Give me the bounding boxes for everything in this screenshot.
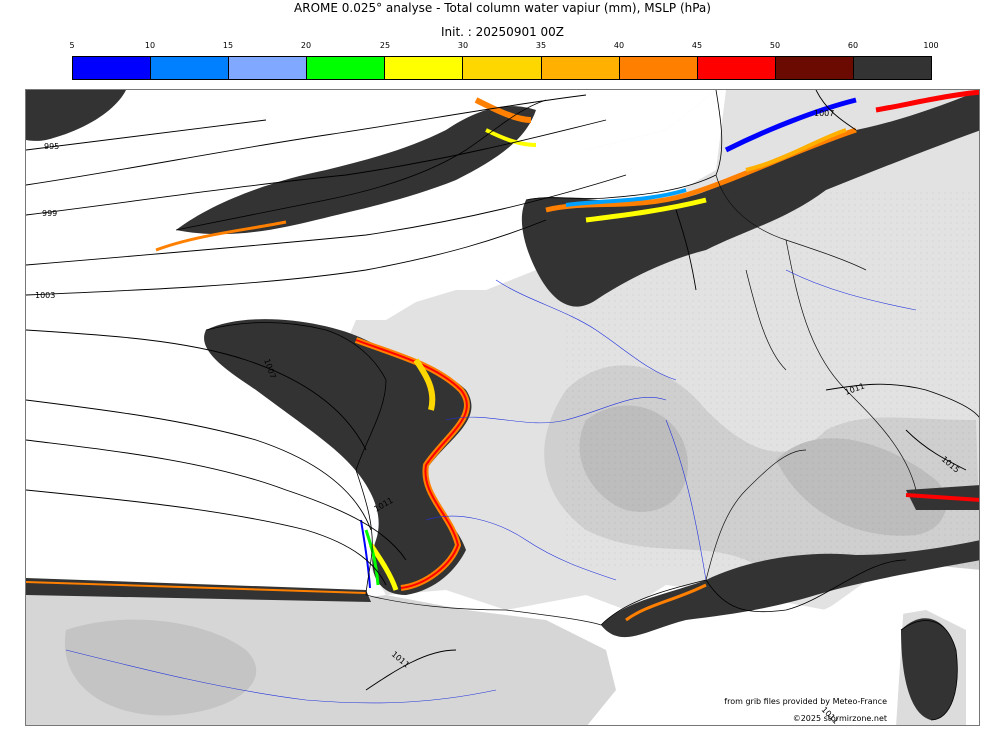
- colorbar-tick: 5: [69, 41, 75, 50]
- copyright-credit: ©2025 stormirzone.net: [792, 714, 887, 723]
- weather-map: 995 999 1003 1007 1007 1011 1011 1011 10…: [25, 89, 980, 726]
- init-time: Init. : 20250901 00Z: [440, 25, 565, 39]
- colorbar-swatch: [151, 57, 230, 79]
- colorbar-swatch: [385, 57, 464, 79]
- colorbar-tick: 100: [923, 41, 939, 50]
- colorbar-swatch: [307, 57, 386, 79]
- source-credit: from grib files provided by Meteo-France: [724, 697, 887, 706]
- map-title: AROME 0.025° analyse - Total column wate…: [294, 1, 711, 15]
- colorbar-tick: 20: [300, 41, 312, 50]
- svg-text:1007: 1007: [814, 109, 834, 118]
- colorbar-swatch: [229, 57, 308, 79]
- land-moisture-field: [26, 90, 979, 725]
- colorbar-swatch: [853, 57, 932, 79]
- colorbar-swatch: [775, 57, 854, 79]
- colorbar-tick: 30: [457, 41, 469, 50]
- colorbar-swatch: [541, 57, 620, 79]
- colorbar-tick: 10: [144, 41, 156, 50]
- svg-text:995: 995: [44, 142, 59, 151]
- svg-text:999: 999: [42, 209, 57, 218]
- isobars: [26, 90, 979, 691]
- coastlines: [175, 90, 958, 721]
- colorbar-tick: 15: [222, 41, 234, 50]
- colorbar-tick: 40: [613, 41, 625, 50]
- map-canvas: 995 999 1003 1007 1007 1011 1011 1011 10…: [26, 90, 979, 725]
- country-borders: [365, 174, 917, 626]
- colorbar-tick: 60: [847, 41, 859, 50]
- colorbar-swatch: [73, 57, 152, 79]
- colorbar-tick: 35: [535, 41, 547, 50]
- rivers: [65, 269, 917, 704]
- colorbar-swatch: [463, 57, 542, 79]
- colorbar-swatch: [619, 57, 698, 79]
- colorbar-tick: 25: [379, 41, 391, 50]
- colorbar-tick: 50: [769, 41, 781, 50]
- colorbar-swatch: [697, 57, 776, 79]
- svg-text:1003: 1003: [35, 291, 55, 300]
- colorbar-tick: 45: [691, 41, 703, 50]
- moisture-gradient-fringe: [26, 90, 979, 622]
- colorbar: [72, 56, 932, 80]
